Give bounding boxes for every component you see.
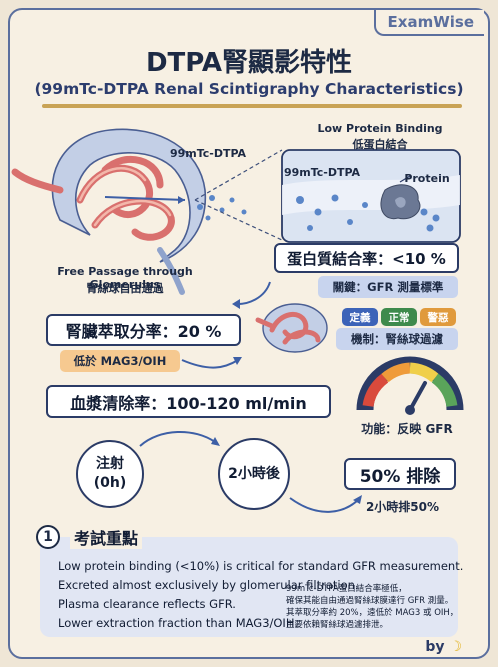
bowman-capsule xyxy=(51,128,207,263)
tracer-label-zoom: 99mTc-DTPA xyxy=(283,166,361,179)
low-binding-en: Low Protein Binding xyxy=(317,122,443,135)
banana-icon: ☽ xyxy=(449,639,462,655)
key-points-number: 1 xyxy=(36,525,60,549)
footer-by: by xyxy=(425,639,445,655)
protein-label: Protein xyxy=(404,172,450,185)
key-note-line: 確保其能自由通過腎絲球膜達行 GFR 測量。 xyxy=(286,596,454,606)
key-note-line: 99mTc-DTPA蛋白結合率極低， xyxy=(286,584,407,594)
protein-binding-box: 蛋白質結合率：<10 % xyxy=(274,243,459,273)
tracer-label: 99mTc-DTPA xyxy=(169,147,247,160)
key-points-heading: 考試重點 xyxy=(70,525,143,549)
extraction-box: 腎臟萃取分率：20 % xyxy=(46,314,241,346)
key-note-line: 其萃取分率約 20%，遠低於 MAG3 或 OIH， xyxy=(286,608,459,618)
inject-line1: 注射 xyxy=(96,456,124,473)
key-point-line: Plasma clearance reflects GFR. xyxy=(58,597,236,611)
result-box: 50% 排除 xyxy=(344,458,456,490)
page-title: DTPA腎顯影特性 xyxy=(145,48,353,78)
tag-definition: 定義 xyxy=(342,308,378,326)
key-point-line: Low protein binding (<10%) is critical f… xyxy=(58,559,464,573)
page-subtitle: (99mTc-DTPA Renal Scintigraphy Character… xyxy=(34,80,464,98)
inject-circle: 注射 (0h) xyxy=(76,440,144,508)
tag-alert: 警惡 xyxy=(420,308,456,326)
key-note-line: 主要依賴腎絲球過濾排泄。 xyxy=(286,620,389,630)
footer-signature: by ☽ xyxy=(425,639,462,655)
gauge-label: 功能：反映 GFR xyxy=(361,422,453,436)
after-2h-label: 2小時後 xyxy=(228,465,280,482)
mini-glomerulus xyxy=(255,303,328,353)
key-point-line: Excreted almost exclusively by glomerula… xyxy=(58,578,359,592)
after-2h-circle: 2小時後 xyxy=(218,438,290,510)
key-point-line: Lower extraction fraction than MAG3/OIH. xyxy=(58,616,298,630)
key-points-panel xyxy=(40,537,458,637)
result-caption: 2小時排50% xyxy=(365,500,440,514)
gfr-gauge xyxy=(356,356,464,415)
key-points-header: 1 考試重點 xyxy=(36,525,143,549)
key-points-note: 99mTc-DTPA蛋白結合率極低， 確保其能自由通過腎絲球膜達行 GFR 測量… xyxy=(286,583,458,631)
inject-line2: (0h) xyxy=(93,475,127,491)
mechanism-pill: 機制：腎絲球過濾 xyxy=(336,328,458,350)
tag-normal: 正常 xyxy=(381,308,417,326)
free-passage-en: Free Passage through Glomerulus xyxy=(57,265,193,291)
subtitle-underline xyxy=(42,104,462,108)
extraction-note: 低於 MAG3/OIH xyxy=(60,350,180,372)
brand-label: ExamWise xyxy=(373,10,484,36)
low-binding-zh: 低蛋白結合 xyxy=(352,138,408,151)
gfr-key-pill: 關鍵：GFR 測量標準 xyxy=(318,276,458,298)
free-passage-zh: 腎絲球自由通過 xyxy=(86,282,164,295)
tracer-dots xyxy=(197,195,247,221)
clearance-box: 血漿清除率：100-120 ml/min xyxy=(46,385,331,418)
